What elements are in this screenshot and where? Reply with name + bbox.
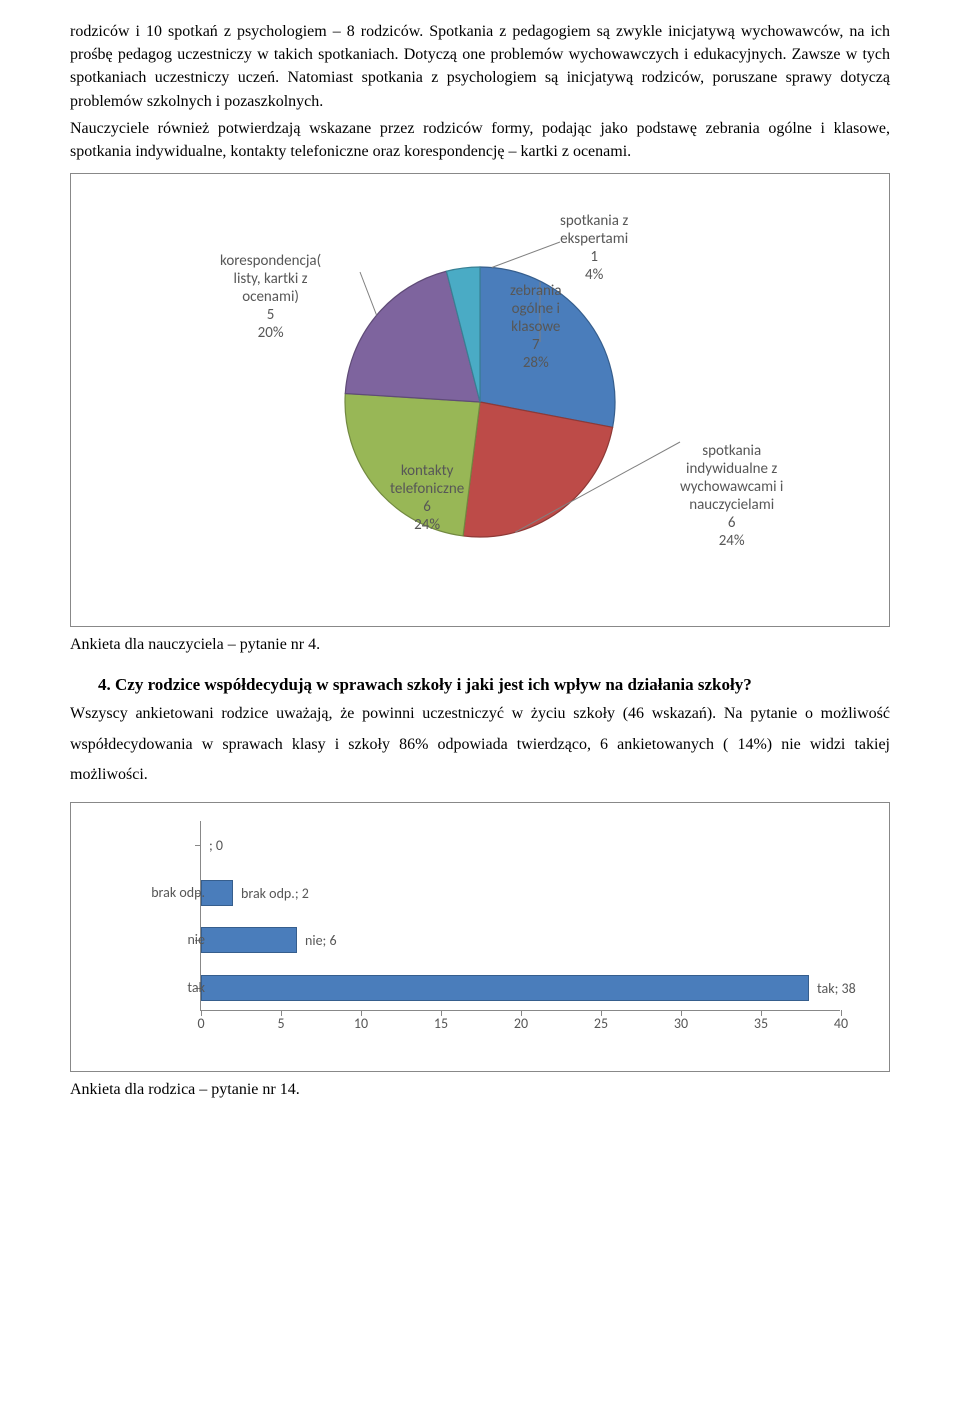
y-axis-label: brak odp. [115,883,205,903]
bar-chart-box: 0 5 10 15 20 25 30 35 40 ; 0 brak odp.; 2 nie; 6 tak… [70,802,890,1072]
pie-chart: zebraniaogólne iklasowe728% spotkaniaindy… [83,192,877,612]
pie-label: spotkaniaindywidualne zwychowawcami inau… [680,442,783,550]
y-axis-label: tak [115,978,205,998]
x-axis-label: 5 [277,1014,284,1034]
question-heading: 4. Czy rodzice współdecydują w sprawach … [98,674,890,697]
bar-value-label: tak; 38 [817,979,856,999]
bar [201,975,809,1001]
pie-label: korespondencja(listy, kartki zocenami)52… [220,252,321,342]
pie-label: spotkania zekspertami14% [560,212,628,284]
paragraph-1: rodziców i 10 spotkań z psychologiem – 8… [70,20,890,113]
y-axis-label: nie [115,930,205,950]
x-axis-label: 40 [834,1014,848,1034]
bar-value-label: ; 0 [209,836,223,856]
bar-value-label: brak odp.; 2 [241,884,309,904]
bar-plot-area: 0510152025303540; 0brak odp.; 2nie; 6tak… [200,821,840,1011]
x-axis-label: 10 [354,1014,368,1034]
bar-chart: 0 5 10 15 20 25 30 35 40 ; 0 brak odp.; 2 nie; 6 tak… [105,821,855,1041]
bar [201,927,297,953]
pie-label: zebraniaogólne iklasowe728% [510,282,562,372]
bar-value-label: nie; 6 [305,931,337,951]
bar-caption: Ankieta dla rodzica – pytanie nr 14. [70,1078,890,1101]
x-axis-label: 25 [594,1014,608,1034]
pie-chart-box: zebraniaogólne iklasowe728% spotkaniaindy… [70,173,890,627]
pie-caption: Ankieta dla nauczyciela – pytanie nr 4. [70,633,890,656]
pie-label: kontaktytelefoniczne624% [390,462,464,534]
paragraph-3: Wszyscy ankietowani rodzice uważają, że … [70,699,890,790]
x-axis-label: 0 [197,1014,204,1034]
paragraph-2: Nauczyciele również potwierdzają wskazan… [70,117,890,163]
x-axis-label: 30 [674,1014,688,1034]
bar [201,880,233,906]
x-axis-label: 20 [514,1014,528,1034]
x-axis-label: 35 [754,1014,768,1034]
y-tick [195,845,201,846]
x-axis-label: 15 [434,1014,448,1034]
